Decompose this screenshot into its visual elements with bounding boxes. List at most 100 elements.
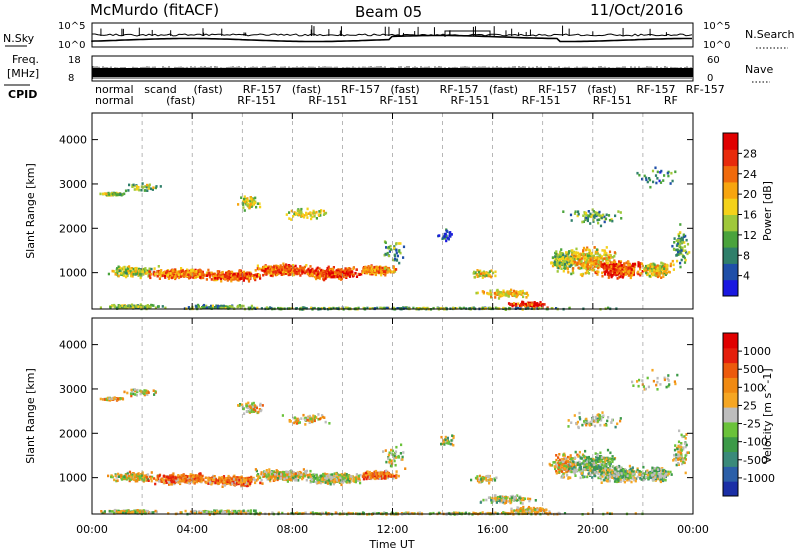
colorbar-swatch xyxy=(723,421,738,438)
power-ytick-label: 3000 xyxy=(59,178,87,191)
power-panel: 1000 2000 3000 4000 Slant Range [km] xyxy=(24,112,694,311)
colorbar-swatch xyxy=(723,362,738,378)
nsearch-tick-top: 10^5 xyxy=(703,21,730,32)
colorbar-swatch xyxy=(723,481,738,497)
velocity-panel: 1000 2000 3000 4000 Slant Range [km] xyxy=(24,317,694,516)
cpid-entry: RF-151 xyxy=(593,94,632,107)
freq-tick-top: 18 xyxy=(68,55,81,66)
cpid-entry: (fast) xyxy=(166,94,195,107)
xtick-label: 12:00 xyxy=(377,523,409,536)
colorbar-tick-label: -1000 xyxy=(743,472,775,485)
colorbar-swatch xyxy=(723,407,738,423)
colorbar-swatch xyxy=(723,436,738,453)
colorbar-tick-label: 24 xyxy=(743,168,757,181)
colorbar-swatch xyxy=(723,165,738,183)
colorbar-swatch xyxy=(723,247,738,264)
cpid-entry: RF-157 xyxy=(686,83,725,96)
cpid-entry: RF-157 xyxy=(341,83,380,96)
velocity-colorbar: 1000 500 100 25 -25 -100 -500 -1000 Velocity [m… xyxy=(722,332,775,497)
date-title: 11/Oct/2016 xyxy=(590,1,683,19)
cpid-entry: RF-157 xyxy=(243,83,282,96)
cpid-entry: RF-157 xyxy=(440,83,479,96)
colorbar-tick-label: 20 xyxy=(743,188,757,201)
freq-unit: [MHz] xyxy=(7,67,39,80)
nsky-tick-bottom: 10^0 xyxy=(58,40,85,51)
cpid-entry: normal xyxy=(95,83,134,96)
cpid-entry: (fast) xyxy=(292,83,321,96)
cpid-entry: RF-151 xyxy=(522,94,561,107)
colorbar-swatch xyxy=(723,149,738,167)
power-ytick-label: 2000 xyxy=(59,222,87,235)
colorbar-swatch xyxy=(723,451,738,467)
colorbar-tick-label: 4 xyxy=(743,270,750,283)
colorbar-tick-label: 500 xyxy=(743,363,764,376)
nsky-label: N.Sky xyxy=(3,32,35,45)
colorbar-swatch xyxy=(723,279,738,297)
cpid-entry: normal xyxy=(95,94,134,107)
vel-scatter-cells xyxy=(99,368,690,516)
colorbar-tick-label: 100 xyxy=(743,381,764,394)
xtick-label: 04:00 xyxy=(176,523,208,536)
power-ylabel: Slant Range [km] xyxy=(24,163,37,259)
colorbar-tick-label: -100 xyxy=(743,436,768,449)
freq-label: Freq. xyxy=(12,53,39,66)
colorbar-swatch xyxy=(723,333,738,349)
colorbar-swatch xyxy=(723,466,738,482)
colorbar-tick-label: 8 xyxy=(743,249,750,262)
colorbar-swatch xyxy=(723,214,738,232)
time-axis-label: Time UT xyxy=(368,538,414,551)
nsky-tick-top: 10^5 xyxy=(58,21,85,32)
power-ytick-label: 1000 xyxy=(59,267,87,280)
colorbar-tick-label: -500 xyxy=(743,454,768,467)
cpid-label: CPID xyxy=(8,88,37,101)
cpid-entry: RF-157 xyxy=(538,83,577,96)
colorbar-swatch xyxy=(723,263,738,281)
nave-tick-bottom: 0 xyxy=(707,73,713,84)
power-ytick-label: 4000 xyxy=(59,134,87,147)
cpid-entry: (fast) xyxy=(489,83,518,96)
xtick-label: 00:00 xyxy=(76,523,108,536)
nsearch-label: N.Search xyxy=(745,28,795,41)
cpid-entry: RF xyxy=(664,94,678,107)
colorbar-tick-label: 1000 xyxy=(743,345,771,358)
cpid-entry: RF-151 xyxy=(379,94,418,107)
station-title: McMurdo (fitACF) xyxy=(90,1,219,19)
colorbar-swatch xyxy=(723,392,738,408)
cpid-entry: scand xyxy=(144,83,176,96)
vel-ytick-label: 3000 xyxy=(59,383,87,396)
freq-tick-bottom: 8 xyxy=(68,73,74,84)
nsearch-tick-bottom: 10^0 xyxy=(703,40,730,51)
colorbar-swatch xyxy=(723,347,738,364)
beam-title: Beam 05 xyxy=(355,3,422,21)
colorbar-tick-label: 16 xyxy=(743,209,757,222)
nave-label: Nave xyxy=(745,63,773,76)
freq-strip: Freq. [MHz] 18 8 60 0 Nave xyxy=(7,53,773,84)
colorbar-swatch xyxy=(723,133,738,150)
colorbar-swatch xyxy=(723,230,738,248)
colorbar-tick-label: 25 xyxy=(743,399,757,412)
time-axis: 00:00 04:00 08:00 12:00 16:00 20:00 00:00 xyxy=(76,113,709,536)
colorbar-swatch xyxy=(723,181,738,199)
power-colorbar-label: Power [dB] xyxy=(761,181,774,241)
power-scatter-cells xyxy=(99,166,691,311)
cpid-entry: (fast) xyxy=(587,83,616,96)
vel-ytick-label: 1000 xyxy=(59,472,87,485)
colorbar-tick-label: -25 xyxy=(743,418,761,431)
nave-tick-top: 60 xyxy=(707,55,720,66)
vel-ytick-label: 4000 xyxy=(59,339,87,352)
nsky-strip: N.Sky 10^5 10^0 10^5 10^0 N.Search xyxy=(3,21,795,51)
colorbar-swatch xyxy=(723,198,738,215)
xtick-label: 16:00 xyxy=(477,523,509,536)
cpid-strip: CPID normal scand (fast) RF-157 (fast) RF-157… xyxy=(4,83,725,107)
velocity-ylabel: Slant Range [km] xyxy=(24,368,37,464)
cpid-entry: (fast) xyxy=(193,83,222,96)
colorbar-tick-label: 28 xyxy=(743,147,757,160)
cpid-entry: (fast) xyxy=(390,83,419,96)
cpid-entry: RF-151 xyxy=(308,94,347,107)
velocity-colorbar-label: Velocity [m s^-1] xyxy=(761,368,774,463)
cpid-entry: RF-157 xyxy=(637,83,676,96)
colorbar-tick-label: 12 xyxy=(743,229,757,242)
cpid-entry: RF-151 xyxy=(237,94,276,107)
cpid-entry: RF-151 xyxy=(451,94,490,107)
